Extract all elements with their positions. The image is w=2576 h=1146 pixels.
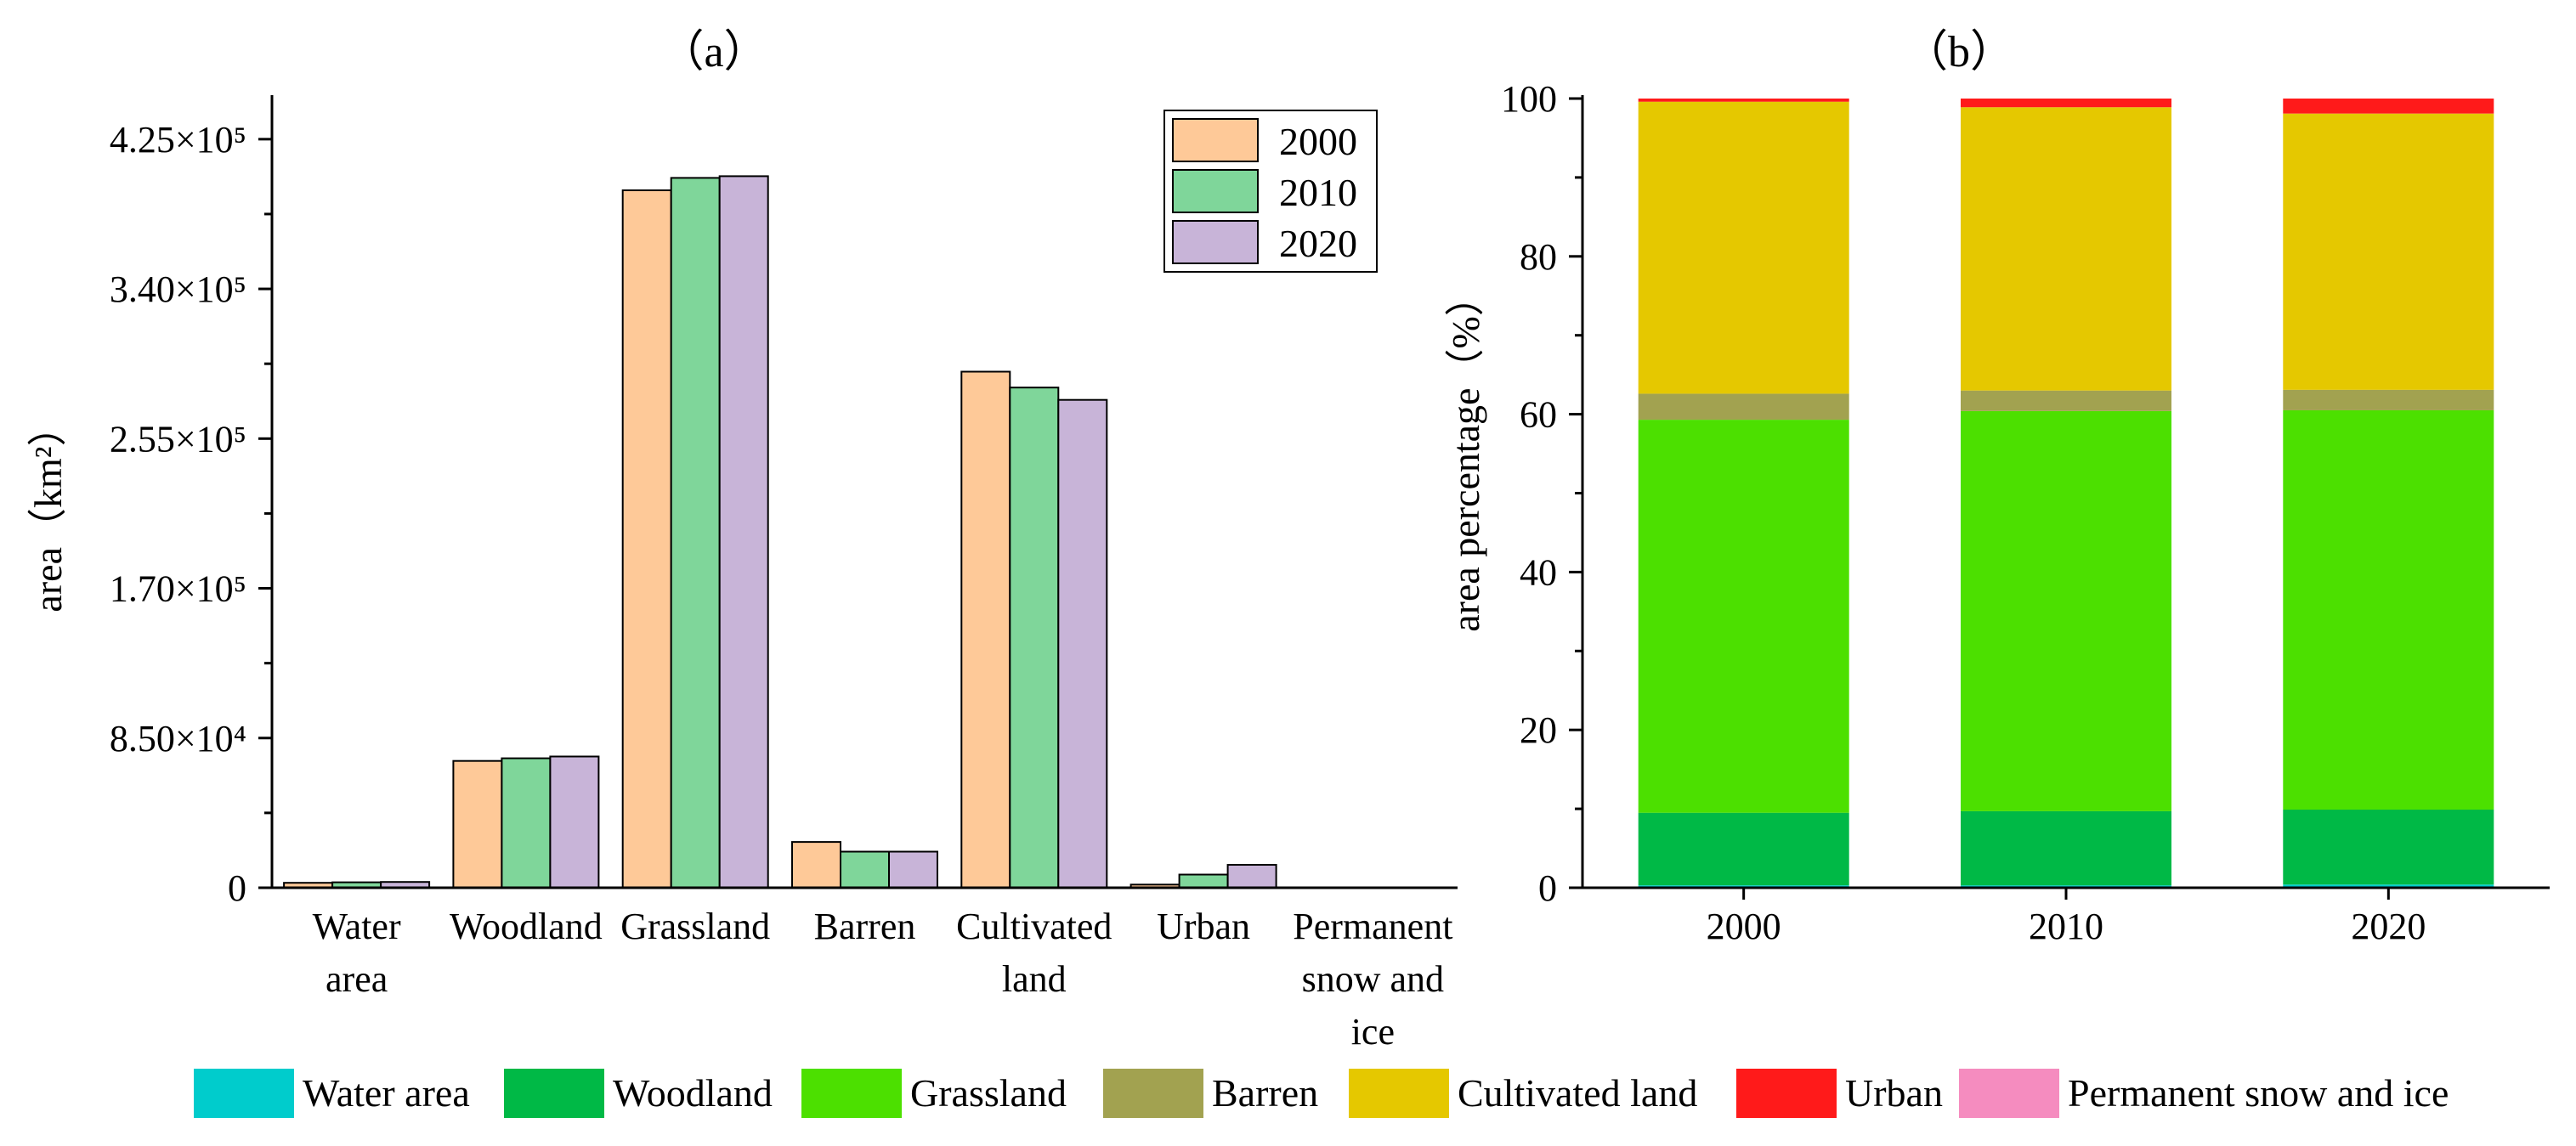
panel-a-x-label: Cultivated land	[956, 906, 1112, 1000]
panel-b-y-tick-label: 0	[1538, 867, 1557, 909]
bottom-legend-swatch-water-area	[194, 1069, 294, 1118]
panel-b-x-label: 2020	[2351, 906, 2426, 947]
bar-urban-2020	[1226, 864, 1277, 889]
panel-a-y-axis-title: area（km²）	[26, 407, 70, 612]
stack-2020-woodland	[2283, 810, 2494, 885]
panel-a-bar-chart: （a） area（km²） 0 8.50×10⁴ 1.70×10⁵ 2.55×10⁵ 3…	[26, 28, 1458, 1053]
bottom-legend-swatch-permanent-snow-and-ice	[1959, 1069, 2059, 1118]
panel-a-y-tick-label: 2.55×10⁵	[110, 418, 246, 460]
panel-b-y-tick-label: 80	[1520, 236, 1557, 278]
panel-a-y-tick-label: 4.25×10⁵	[110, 119, 246, 161]
panel-a-y-tick-label: 3.40×10⁵	[110, 268, 246, 310]
bottom-legend-label: Grassland	[910, 1071, 1067, 1115]
bar-cultivated-land-2020	[1057, 398, 1108, 889]
legend-label-2000: 2000	[1279, 120, 1357, 163]
bottom-legend-swatch-cultivated-land	[1349, 1069, 1449, 1118]
panel-b-bars	[1638, 99, 2494, 889]
bar-barren-2000	[791, 841, 841, 889]
stack-2020-water-area	[2283, 884, 2494, 889]
panel-b-y-tick-label: 20	[1520, 709, 1557, 751]
bar-woodland-2010	[501, 757, 552, 889]
panel-b-y-tick-label: 40	[1520, 551, 1557, 593]
panel-a-title: （a）	[660, 28, 767, 76]
bottom-legend: Water area Woodland Grassland Barren Cultiva…	[194, 1069, 2449, 1118]
bar-cultivated-land-2000	[960, 370, 1011, 889]
panel-b-stacked-bar-chart: （b） area percentage（%） 0 20 40 60 80 100 2000…	[1444, 28, 2550, 947]
bar-grassland-2010	[670, 177, 721, 889]
bottom-legend-label: Water area	[303, 1071, 470, 1115]
panel-a-x-label: Water area	[313, 906, 401, 1000]
panel-a-x-label: Urban	[1157, 906, 1250, 947]
legend-label-2010: 2010	[1279, 171, 1357, 214]
legend-swatch-2020	[1172, 220, 1259, 264]
bar-cultivated-land-2010	[1009, 387, 1060, 889]
panel-b-title: （b）	[1904, 28, 2014, 76]
stack-2020-cultivated-land	[2283, 113, 2494, 390]
bar-urban-2010	[1178, 873, 1229, 889]
panel-a-y-ticks: 0 8.50×10⁴ 1.70×10⁵ 2.55×10⁵ 3.40×10⁵ 4.25×10…	[110, 119, 272, 909]
stack-2010-urban	[1961, 99, 2171, 108]
panel-a-legend: 2000 2010 2020	[1163, 110, 1378, 273]
bottom-legend-swatch-barren	[1103, 1069, 1203, 1118]
panel-b-y-tick-label: 100	[1501, 78, 1557, 120]
panel-a-y-tick-label: 1.70×10⁵	[110, 568, 246, 610]
stack-2020-barren	[2283, 389, 2494, 410]
bottom-legend-swatch-grassland	[801, 1069, 902, 1118]
legend-label-2020: 2020	[1279, 222, 1357, 265]
stack-2010-woodland	[1961, 810, 2171, 886]
bottom-legend-label: Barren	[1212, 1071, 1318, 1115]
stack-2000-woodland	[1638, 812, 1849, 886]
bottom-legend-swatch-woodland	[504, 1069, 604, 1118]
panel-b-y-axis-title: area percentage（%）	[1444, 277, 1487, 632]
panel-a-y-tick-label: 8.50×10⁴	[110, 718, 246, 759]
bar-grassland-2000	[621, 189, 672, 889]
bar-woodland-2000	[452, 759, 503, 889]
panel-a-x-label: Permanent snow and ice	[1293, 906, 1452, 1053]
stack-2020-grassland	[2283, 410, 2494, 810]
panel-b-y-tick-label: 60	[1520, 394, 1557, 436]
stack-2020-urban	[2283, 99, 2494, 114]
panel-b-y-ticks: 0 20 40 60 80 100	[1501, 78, 1582, 909]
bottom-legend-swatch-urban	[1736, 1069, 1837, 1118]
bar-grassland-2020	[718, 175, 769, 889]
panel-b-x-label: 2010	[2029, 906, 2103, 947]
panel-a-y-tick-label: 0	[228, 867, 246, 909]
panel-a-x-label: Woodland	[450, 906, 603, 947]
panel-a-x-label: Grassland	[620, 906, 770, 947]
stack-2000-cultivated-land	[1638, 101, 1849, 394]
panel-a-axes	[270, 95, 1458, 889]
legend-swatch-2010	[1172, 169, 1259, 213]
panel-b-x-label: 2000	[1707, 906, 1781, 947]
panel-a-bars	[283, 175, 1447, 889]
bottom-legend-label: Woodland	[613, 1071, 773, 1115]
stack-2010-cultivated-land	[1961, 107, 2171, 391]
stack-2010-grassland	[1961, 410, 2171, 811]
legend-swatch-2000	[1172, 118, 1259, 162]
stack-2000-urban	[1638, 99, 1849, 102]
panel-a-x-label: Barren	[814, 906, 916, 947]
bar-barren-2020	[888, 850, 938, 889]
bottom-legend-label: Urban	[1845, 1071, 1943, 1115]
panel-a-x-labels: Water area Woodland Grassland Barren Cultivat…	[313, 906, 1453, 1053]
bar-woodland-2020	[549, 755, 600, 889]
stack-2010-barren	[1961, 390, 2171, 411]
bottom-legend-label: Cultivated land	[1458, 1071, 1697, 1115]
panel-b-x-labels: 2000 2010 2020	[1707, 888, 2426, 947]
stack-2000-barren	[1638, 393, 1849, 421]
bottom-legend-label: Permanent snow and ice	[2068, 1071, 2449, 1115]
stack-2000-grassland	[1638, 420, 1849, 813]
bar-barren-2010	[840, 850, 890, 889]
